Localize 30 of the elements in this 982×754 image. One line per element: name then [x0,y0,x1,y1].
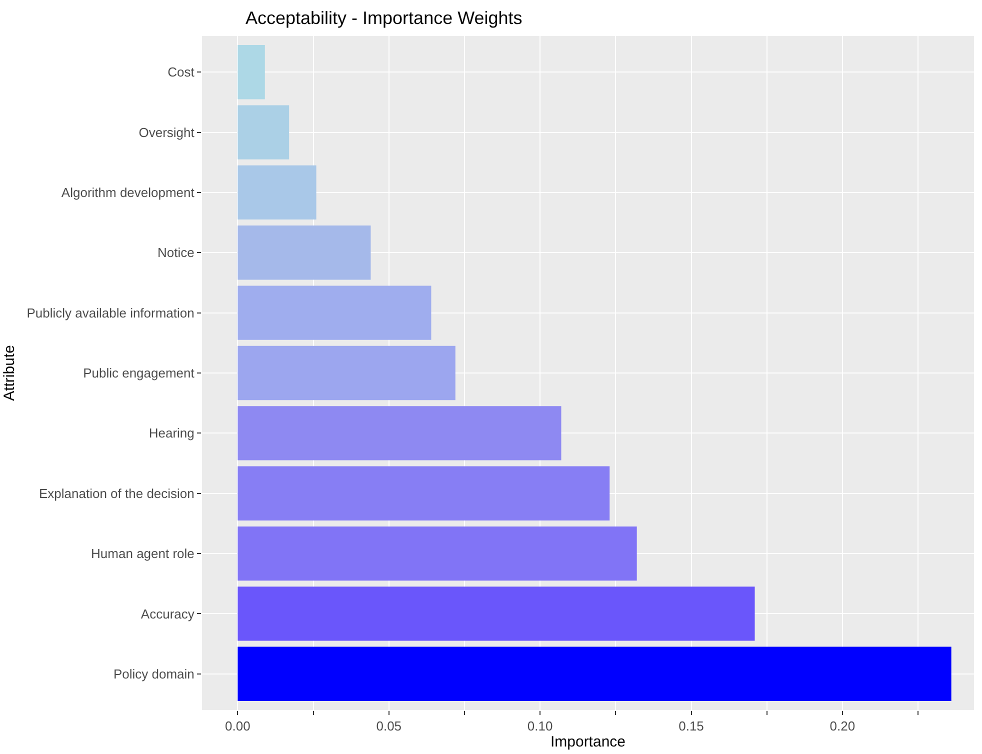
bar [238,346,456,400]
y-tick-label: Notice [158,245,194,260]
bar [238,226,371,280]
y-tick-label: Human agent role [91,546,194,562]
bar [238,406,562,460]
bar [238,286,432,340]
bar [238,466,610,520]
x-tick-label: 0.15 [678,718,704,734]
y-tick-label: Publicly available information [26,305,194,320]
x-tick-label: 0.05 [376,718,402,734]
x-tick-label: 0.10 [527,718,553,734]
bar [238,586,755,641]
x-tick-label: 0.20 [830,718,856,734]
bar [238,646,952,701]
y-tick-label: Oversight [138,124,195,140]
x-tick-label: 0.00 [225,718,250,734]
y-tick-label: Policy domain [113,666,194,682]
bar [238,45,265,100]
chart-title: Acceptability - Importance Weights [246,8,522,28]
y-tick-label: Algorithm development [61,185,195,200]
y-tick-label: Explanation of the decision [39,486,194,501]
y-tick-label: Public engagement [83,366,195,381]
y-tick-label: Hearing [148,426,194,441]
x-axis-title: Importance [550,734,626,751]
y-tick-label: Accuracy [140,606,195,622]
bar [238,165,316,220]
y-axis-title: Attribute [0,345,18,401]
bar [238,526,637,581]
y-tick-label: Cost [168,64,195,80]
bar [238,105,290,160]
